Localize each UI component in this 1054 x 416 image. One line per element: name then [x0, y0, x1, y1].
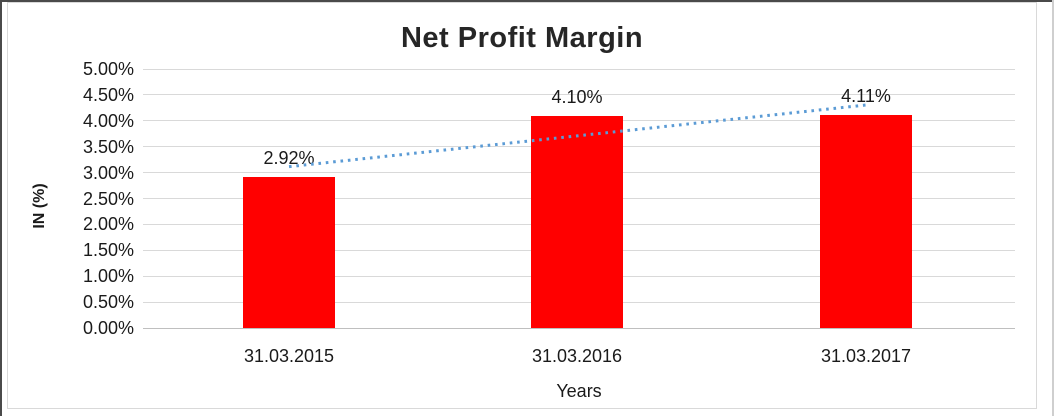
x-axis-title: Years: [556, 381, 602, 401]
bar-data-label: 2.92%: [263, 147, 315, 168]
x-category-label: 31.03.2017: [820, 346, 912, 366]
screenshot-border-left: [0, 0, 2, 416]
bar: [531, 115, 623, 328]
y-tick-label: 3.50%: [82, 136, 134, 157]
y-tick-label: 0.00%: [82, 318, 134, 338]
x-category-label: 31.03.2015: [243, 346, 335, 366]
y-tick-label: 1.00%: [82, 266, 134, 287]
bar-data-label: 4.11%: [841, 86, 891, 107]
x-axis-line: [143, 327, 1015, 329]
y-tick-label: 4.00%: [82, 110, 134, 131]
screenshot-border-right: [1052, 0, 1054, 416]
screenshot-border-top: [0, 0, 1054, 2]
x-category-label: 31.03.2016: [531, 346, 623, 366]
y-tick-label: 5.00%: [82, 59, 134, 79]
y-tick-label: 4.50%: [82, 84, 134, 105]
y-tick-label: 2.50%: [82, 188, 134, 209]
gridline: [143, 94, 1015, 96]
y-tick-label: 1.50%: [82, 240, 134, 261]
gridline: [143, 68, 1015, 70]
y-axis-title: IN (%): [31, 183, 48, 229]
bar-data-label: 4.10%: [551, 86, 603, 107]
y-tick-label: 3.00%: [82, 162, 134, 183]
y-tick-label: 0.50%: [82, 292, 134, 313]
y-tick-label: 2.00%: [82, 214, 134, 235]
chart-title: Net Profit Margin: [400, 22, 644, 54]
bar: [820, 115, 912, 328]
bar: [243, 176, 335, 328]
